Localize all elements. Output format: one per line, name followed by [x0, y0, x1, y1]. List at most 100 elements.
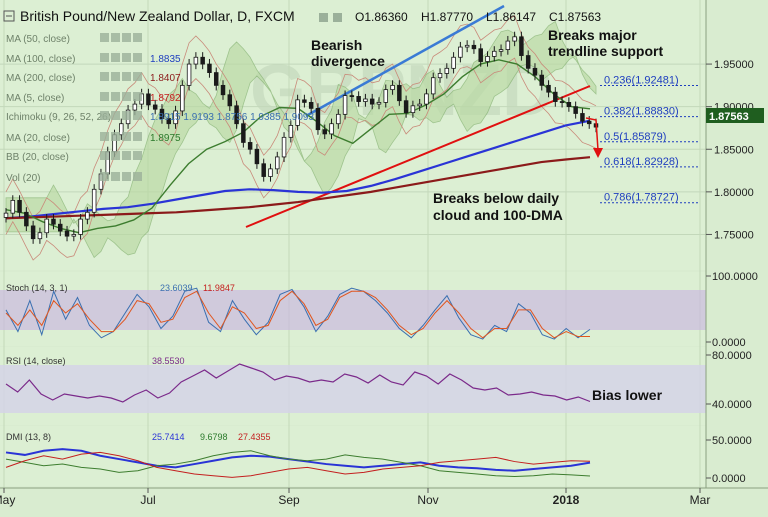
ohlc-close: C1.87563 — [549, 10, 601, 24]
indicator-gear-icon[interactable] — [111, 132, 120, 141]
indicator-value: 1.8915 1.9193 1.8756 1.9385 1.9093 — [150, 112, 314, 123]
candle-body — [288, 125, 294, 138]
candle-body — [159, 108, 165, 119]
candle-body — [471, 44, 477, 50]
indicator-gear-icon[interactable] — [111, 111, 120, 120]
indicator-plus-icon[interactable] — [122, 33, 131, 42]
indicator-close-icon[interactable] — [133, 132, 142, 141]
header-controls[interactable] — [319, 13, 342, 22]
price-tick-label: 1.95000 — [714, 59, 754, 71]
indicator-eye-icon[interactable] — [100, 132, 109, 141]
candle-body — [220, 84, 226, 96]
price-tick-label: 1.80000 — [714, 187, 754, 199]
indicator-gear-icon[interactable] — [111, 72, 120, 81]
indicator-label: MA (200, close) — [6, 73, 75, 84]
indicator-eye-icon[interactable] — [100, 33, 109, 42]
annotation-breaks-trendline-1: Breaks major — [548, 27, 637, 43]
indicator-value: 1.8407 — [150, 73, 181, 84]
candle-body — [390, 84, 395, 91]
candle-body — [213, 72, 219, 86]
indicator-close-icon[interactable] — [133, 33, 142, 42]
candle-body — [356, 96, 361, 102]
indicator-plus-icon[interactable] — [122, 53, 131, 62]
collapse-icon[interactable] — [3, 10, 15, 22]
osc-tick-label: 0.0000 — [712, 337, 746, 349]
candle-body — [444, 67, 450, 74]
osc-line — [5, 363, 591, 403]
candle-body — [281, 136, 287, 158]
indicator-plus-icon[interactable] — [122, 132, 131, 141]
indicator-close-icon[interactable] — [133, 111, 142, 120]
indicator-close-icon[interactable] — [133, 92, 142, 101]
candle-body — [417, 103, 422, 107]
candle-body — [478, 48, 483, 62]
indicator-plus-icon[interactable] — [122, 172, 131, 181]
candle-body — [553, 91, 558, 102]
osc-tick-label: 80.0000 — [712, 350, 752, 362]
candle-body — [410, 105, 416, 114]
candle-body — [64, 230, 70, 237]
header: British Pound/New Zealand Dollar, D, FXC… — [3, 8, 601, 24]
candle-body — [580, 113, 585, 122]
indicator-close-icon[interactable] — [133, 53, 142, 62]
fib-label: 0.236(1.92481) — [604, 75, 679, 87]
indicator-eye-icon[interactable] — [100, 72, 109, 81]
candle-body — [275, 156, 280, 170]
candle-body — [363, 98, 368, 102]
indicator-eye-icon[interactable] — [100, 111, 109, 120]
indicator-plus-icon[interactable] — [122, 72, 131, 81]
candle-body — [30, 225, 36, 240]
indicator-legend: MA (50, close) MA (100, close) 1.8835 MA (2… — [6, 33, 314, 184]
osc-tick-label: 50.0000 — [712, 435, 752, 447]
indicator-gear-icon[interactable] — [111, 33, 120, 42]
osc-tick-label: 100.0000 — [712, 271, 758, 283]
indicator-gear-icon[interactable] — [111, 92, 120, 101]
indicator-plus-icon[interactable] — [122, 111, 131, 120]
indicator-gear-icon[interactable] — [111, 53, 120, 62]
candle-body — [586, 120, 592, 125]
indicator-eye-icon[interactable] — [100, 92, 109, 101]
indicator-close-icon[interactable] — [133, 151, 142, 160]
osc-line — [5, 450, 591, 478]
indicator-eye-icon[interactable] — [100, 151, 109, 160]
indicator-eye-icon[interactable] — [100, 53, 109, 62]
indicator-plus-icon[interactable] — [122, 92, 131, 101]
fib-label: 0.382(1.88830) — [604, 106, 679, 118]
rsi-value: 38.5530 — [152, 356, 185, 366]
osc-tick-label: 40.0000 — [712, 399, 752, 411]
time-tick-label: 2018 — [553, 493, 580, 507]
candle-body — [539, 74, 544, 86]
osc-line — [5, 451, 591, 478]
indicator-close-icon[interactable] — [133, 72, 142, 81]
candle-body — [519, 36, 524, 56]
candle-body — [532, 67, 538, 76]
candle-body — [451, 56, 456, 69]
indicator-eye-icon[interactable] — [100, 172, 109, 181]
candle-body — [315, 107, 321, 131]
candle-body — [146, 93, 151, 106]
indicator-value: 1.8835 — [150, 54, 181, 65]
indicator-plus-icon[interactable] — [122, 151, 131, 160]
bb-upper — [5, 14, 597, 219]
annotation-breaks-cloud-1: Breaks below daily — [433, 190, 559, 206]
dmi-adx-value: 25.7414 — [152, 432, 185, 442]
indicator-close-icon[interactable] — [133, 172, 142, 181]
candle-body — [458, 46, 463, 58]
candle-body — [525, 55, 531, 69]
blue-trendline — [305, 4, 505, 118]
header-gear-icon[interactable] — [333, 13, 342, 22]
candle-body — [437, 73, 443, 79]
indicator-gear-icon[interactable] — [111, 172, 120, 181]
header-eye-icon[interactable] — [319, 13, 328, 22]
osc-line — [5, 290, 590, 339]
stoch-k-value: 23.6039 — [160, 283, 193, 293]
indicator-gear-icon[interactable] — [111, 151, 120, 160]
indicator-label: Ichimoku (9, 26, 52, 26) — [6, 112, 111, 123]
candle-body — [403, 100, 409, 114]
candle-body — [91, 188, 97, 213]
dmi-minus-value: 27.4355 — [238, 432, 271, 442]
candle-body — [17, 199, 22, 213]
rsi-label: RSI (14, close) — [6, 356, 66, 366]
indicator-value: 1.8975 — [150, 133, 181, 144]
